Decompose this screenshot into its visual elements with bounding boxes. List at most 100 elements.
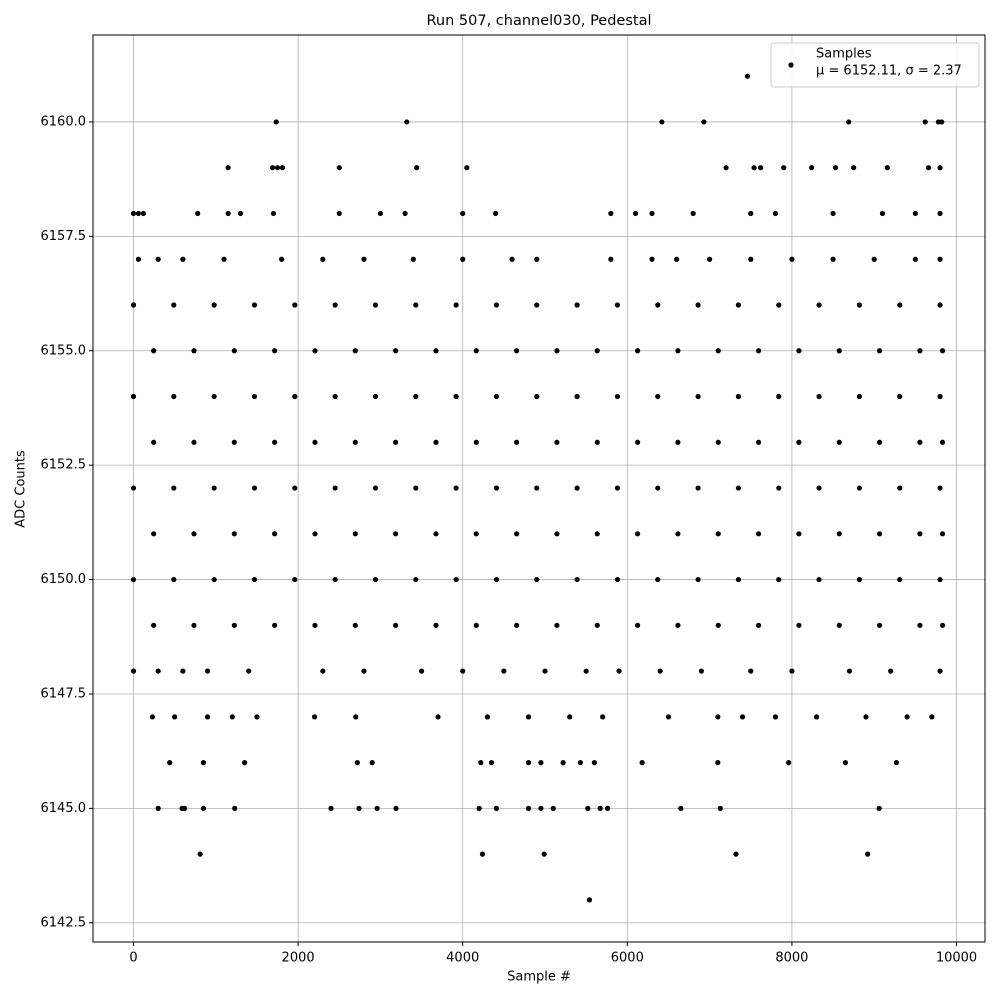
- point: [433, 348, 439, 354]
- y-tick-label: 6160.0: [41, 114, 87, 129]
- point: [292, 302, 298, 308]
- point: [897, 393, 903, 400]
- point: [912, 256, 918, 262]
- point: [171, 576, 177, 583]
- legend-box: [770, 42, 980, 88]
- point: [410, 256, 416, 262]
- point: [534, 485, 540, 491]
- point: [191, 622, 197, 628]
- y-tick-label: 6155.0: [41, 343, 87, 358]
- point: [939, 119, 945, 125]
- point: [836, 622, 842, 628]
- point: [372, 576, 379, 583]
- point: [272, 439, 278, 445]
- point: [312, 348, 318, 354]
- y-axis-label: ADC Counts: [14, 450, 29, 528]
- point: [836, 439, 842, 445]
- point: [130, 393, 137, 400]
- x-tick-label: 0: [129, 951, 137, 966]
- point: [473, 531, 479, 537]
- point: [433, 622, 439, 628]
- point: [414, 165, 420, 171]
- point: [937, 210, 943, 217]
- point: [332, 393, 338, 400]
- point: [816, 302, 822, 308]
- point: [717, 805, 723, 811]
- point: [614, 302, 621, 308]
- point: [695, 302, 701, 308]
- point: [402, 210, 408, 217]
- point: [715, 348, 721, 354]
- point: [937, 576, 943, 583]
- point: [690, 210, 696, 217]
- point: [135, 210, 142, 217]
- point: [151, 622, 157, 628]
- point: [786, 760, 792, 766]
- point: [135, 256, 142, 262]
- point: [514, 531, 520, 537]
- legend-marker: [788, 62, 794, 68]
- point: [781, 165, 787, 171]
- point: [554, 622, 560, 628]
- point: [195, 210, 201, 217]
- point: [484, 714, 490, 720]
- point: [534, 256, 540, 262]
- point: [534, 302, 540, 308]
- point: [655, 576, 661, 583]
- point: [242, 760, 248, 766]
- point: [755, 348, 762, 354]
- point: [191, 348, 197, 354]
- point: [876, 805, 882, 811]
- point: [776, 302, 782, 308]
- point: [939, 348, 946, 354]
- point: [574, 302, 580, 308]
- point: [413, 485, 419, 491]
- point: [616, 668, 622, 674]
- point: [534, 393, 540, 400]
- point: [404, 119, 410, 125]
- point: [583, 668, 589, 674]
- point: [332, 576, 338, 583]
- point: [542, 668, 548, 674]
- y-tick-label: 6142.5: [41, 915, 87, 930]
- point: [541, 851, 547, 857]
- point: [856, 302, 863, 308]
- point: [917, 622, 923, 628]
- point: [191, 439, 197, 445]
- x-tick-label: 8000: [775, 951, 808, 966]
- point: [352, 622, 358, 628]
- point: [594, 622, 600, 628]
- point: [354, 760, 360, 766]
- point: [776, 485, 782, 491]
- point: [272, 531, 278, 537]
- point: [453, 576, 459, 583]
- point: [171, 485, 177, 491]
- point: [171, 302, 177, 308]
- point: [211, 576, 217, 583]
- point: [251, 393, 258, 400]
- point: [884, 165, 890, 171]
- point: [361, 668, 367, 674]
- point: [567, 714, 573, 720]
- point: [776, 576, 782, 583]
- point: [695, 393, 701, 400]
- point: [197, 851, 203, 857]
- point: [897, 302, 903, 308]
- point: [876, 622, 883, 628]
- point: [254, 714, 260, 720]
- y-tick-label: 6152.5: [41, 458, 87, 473]
- point: [181, 805, 188, 811]
- point: [211, 393, 217, 400]
- y-tick-label: 6145.0: [41, 801, 87, 816]
- point: [393, 805, 399, 811]
- point: [312, 622, 318, 628]
- point: [328, 805, 334, 811]
- point: [574, 393, 580, 400]
- point: [514, 439, 520, 445]
- point: [488, 760, 495, 766]
- point: [151, 531, 157, 537]
- point: [876, 348, 883, 354]
- point: [751, 165, 757, 171]
- point: [151, 348, 157, 354]
- point: [130, 210, 137, 217]
